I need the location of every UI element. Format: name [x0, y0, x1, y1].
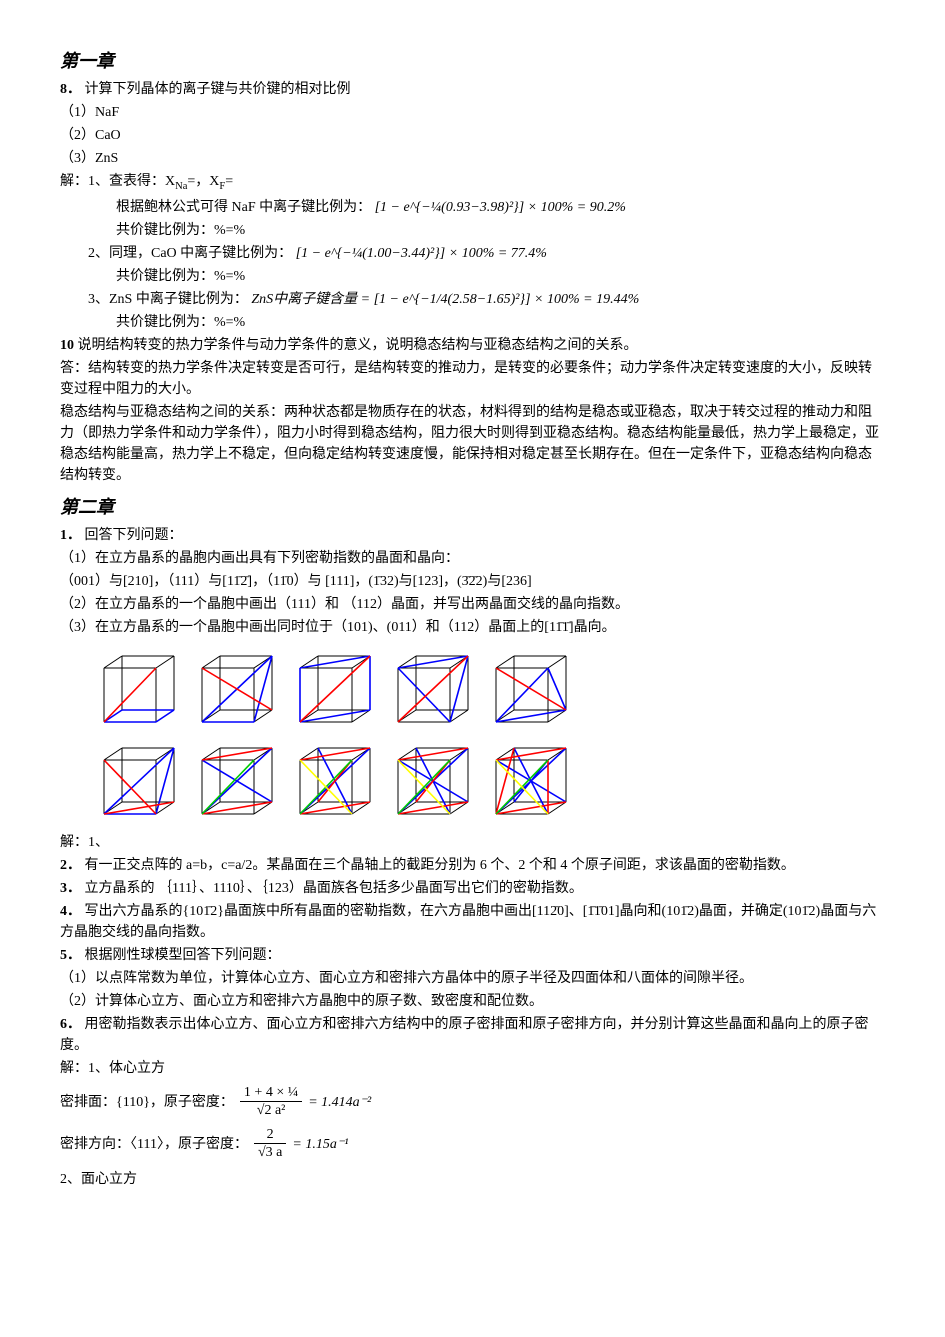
q6-row1-label: 密排面：{110}，原子密度：	[60, 1092, 234, 1113]
q8-item-2: （2）CaO	[60, 125, 885, 146]
q8-line2a: 2、同理，CaO 中离子键比例为： [1 − e^{−¼(1.00−3.44)²…	[88, 243, 885, 264]
q8-item-3: （3）ZnS	[60, 148, 885, 169]
q8-num: 8．	[60, 82, 81, 97]
q10-ans2: 稳态结构与亚稳态结构之间的关系：两种状态都是物质存在的状态，材料得到的结构是稳态…	[60, 402, 885, 486]
q2-5: 5． 根据刚性球模型回答下列问题：	[60, 945, 885, 966]
q2-2-stem: 有一正交点阵的 a=b，c=a/2。某晶面在三个晶轴上的截距分别为 6 个、2 …	[85, 858, 795, 873]
q2-5-num: 5．	[60, 948, 81, 963]
q8-line1b: 共价键比例为：%=%	[116, 220, 885, 241]
q6-row2-den: √3 a	[254, 1144, 286, 1162]
q2-4-stem: 写出六方晶系的{101̄2}晶面族中所有晶面的密勒指数，在六方晶胞中画出[112…	[60, 904, 876, 940]
q8-formula-3-rhs: = [1 − e^{−1/4(2.58−1.65)²}] × 100% = 19…	[357, 292, 639, 307]
q2-5-p1: （1）以点阵常数为单位，计算体心立方、面心立方和密排六方晶体中的原子半径及四面体…	[60, 968, 885, 989]
q6-row1-res: = 1.414a⁻²	[308, 1092, 371, 1113]
cube-diagram-icon	[296, 648, 374, 726]
q2-4: 4． 写出六方晶系的{101̄2}晶面族中所有晶面的密勒指数，在六方晶胞中画出[…	[60, 901, 885, 943]
q2-2-num: 2．	[60, 858, 81, 873]
q8-line1a-text: 根据鲍林公式可得 NaF 中离子键比例为：	[116, 200, 371, 215]
cube-diagram-icon	[394, 740, 472, 818]
q10-ans1: 答：结构转变的热力学条件决定转变是否可行，是结构转变的推动力，是转变的必要条件；…	[60, 358, 885, 400]
cube-diagram-icon	[492, 740, 570, 818]
crystal-diagrams	[100, 648, 885, 818]
q8-sub-na: Na	[175, 181, 187, 192]
q6-row1-den: √2 a²	[240, 1102, 302, 1120]
q8-formula-1: [1 − e^{−¼(0.93−3.98)²}] × 100% = 90.2%	[375, 200, 626, 215]
cube-diagram-icon	[296, 740, 374, 818]
q2-6: 6． 用密勒指数表示出体心立方、面心立方和密排六方结构中的原子密排面和原子密排方…	[60, 1014, 885, 1056]
q8-formula-2: [1 − e^{−¼(1.00−3.44)²}] × 100% = 77.4%	[296, 246, 547, 261]
q10-num: 10	[60, 338, 74, 353]
q2-6-stem: 用密勒指数表示出体心立方、面心立方和密排六方结构中的原子密排面和原子密排方向，并…	[60, 1017, 869, 1053]
q6-row1: 密排面：{110}，原子密度： 1 + 4 × ¼ √2 a² = 1.414a…	[60, 1085, 885, 1121]
q8-sol-label-a: 解：1、查表得：X	[60, 174, 175, 189]
q6-row2-num: 2	[254, 1127, 286, 1145]
q2-5-stem: 根据刚性球模型回答下列问题：	[85, 948, 281, 963]
q2-1-sol: 解：1、	[60, 832, 885, 853]
q2-1: 1． 回答下列问题：	[60, 525, 885, 546]
q8-item-1: （1）NaF	[60, 102, 885, 123]
chapter-2-title: 第二章	[60, 494, 885, 521]
q2-6-num: 6．	[60, 1017, 81, 1032]
cube-diagram-icon	[100, 648, 178, 726]
q8-line2a-text: 2、同理，CaO 中离子键比例为：	[88, 246, 292, 261]
q2-1-p1: （1）在立方晶系的晶胞内画出具有下列密勒指数的晶面和晶向：	[60, 548, 885, 569]
q8-line3a: 3、ZnS 中离子键比例为： ZnS中离子键含量 = [1 − e^{−1/4(…	[88, 289, 885, 310]
q8-formula-3-lhs: ZnS中离子键含量	[251, 292, 357, 307]
cube-diagram-icon	[198, 740, 276, 818]
q6-row2-frac: 2 √3 a	[254, 1127, 286, 1163]
q8-line2b: 共价键比例为：%=%	[116, 266, 885, 287]
q8-sol-label-c: =	[225, 174, 233, 189]
q8-sol-line0: 解：1、查表得：XNa=，XF=	[60, 171, 885, 195]
q8-sol-label-b: =，X	[187, 174, 219, 189]
chapter-1-title: 第一章	[60, 48, 885, 75]
q8-line1a: 根据鲍林公式可得 NaF 中离子键比例为： [1 − e^{−¼(0.93−3.…	[116, 197, 885, 218]
q2-6-sol2: 2、面心立方	[60, 1169, 885, 1190]
q2-2: 2． 有一正交点阵的 a=b，c=a/2。某晶面在三个晶轴上的截距分别为 6 个…	[60, 855, 885, 876]
q10: 10 说明结构转变的热力学条件与动力学条件的意义，说明稳态结构与亚稳态结构之间的…	[60, 335, 885, 356]
cube-diagram-icon	[394, 648, 472, 726]
q8-stem: 8． 计算下列晶体的离子键与共价键的相对比例	[60, 79, 885, 100]
q6-row1-frac: 1 + 4 × ¼ √2 a²	[240, 1085, 302, 1121]
q2-4-num: 4．	[60, 904, 81, 919]
diagram-row-2	[100, 740, 885, 818]
q2-3-stem: 立方晶系的 ｛111｝、1110｝、｛123）晶面族各包括多少晶面写出它们的密勒…	[85, 881, 583, 896]
q8-line3a-text: 3、ZnS 中离子键比例为：	[88, 292, 248, 307]
q10-stem: 说明结构转变的热力学条件与动力学条件的意义，说明稳态结构与亚稳态结构之间的关系。	[78, 338, 638, 353]
q2-5-p2: （2）计算体心立方、面心立方和密排六方晶胞中的原子数、致密度和配位数。	[60, 991, 885, 1012]
q8-text: 计算下列晶体的离子键与共价键的相对比例	[85, 82, 351, 97]
q6-row2: 密排方向：〈111〉，原子密度： 2 √3 a = 1.15a⁻¹	[60, 1127, 885, 1163]
q2-1-stem: 回答下列问题：	[85, 528, 183, 543]
q2-3: 3． 立方晶系的 ｛111｝、1110｝、｛123）晶面族各包括多少晶面写出它们…	[60, 878, 885, 899]
q2-3-num: 3．	[60, 881, 81, 896]
q2-1-p1b: （001）与[210]，（111）与[11̄2̄]，（11̄0）与 [111]，…	[60, 571, 885, 592]
diagram-row-1	[100, 648, 885, 726]
q2-1-num: 1．	[60, 528, 81, 543]
q6-row1-num: 1 + 4 × ¼	[240, 1085, 302, 1103]
q8-formula-3: ZnS中离子键含量 = [1 − e^{−1/4(2.58−1.65)²}] ×…	[251, 292, 639, 307]
cube-diagram-icon	[198, 648, 276, 726]
cube-diagram-icon	[100, 740, 178, 818]
q8-line3b: 共价键比例为：%=%	[116, 312, 885, 333]
q2-1-p3: （3）在立方晶系的一个晶胞中画出同时位于（101)、(011）和（112）晶面上…	[60, 617, 885, 638]
q6-row2-res: = 1.15a⁻¹	[292, 1134, 348, 1155]
q2-6-sol: 解：1、体心立方	[60, 1058, 885, 1079]
q2-1-p2: （2）在立方晶系的一个晶胞中画出（111）和 （112）晶面，并写出两晶面交线的…	[60, 594, 885, 615]
q6-row2-label: 密排方向：〈111〉，原子密度：	[60, 1134, 248, 1155]
cube-diagram-icon	[492, 648, 570, 726]
